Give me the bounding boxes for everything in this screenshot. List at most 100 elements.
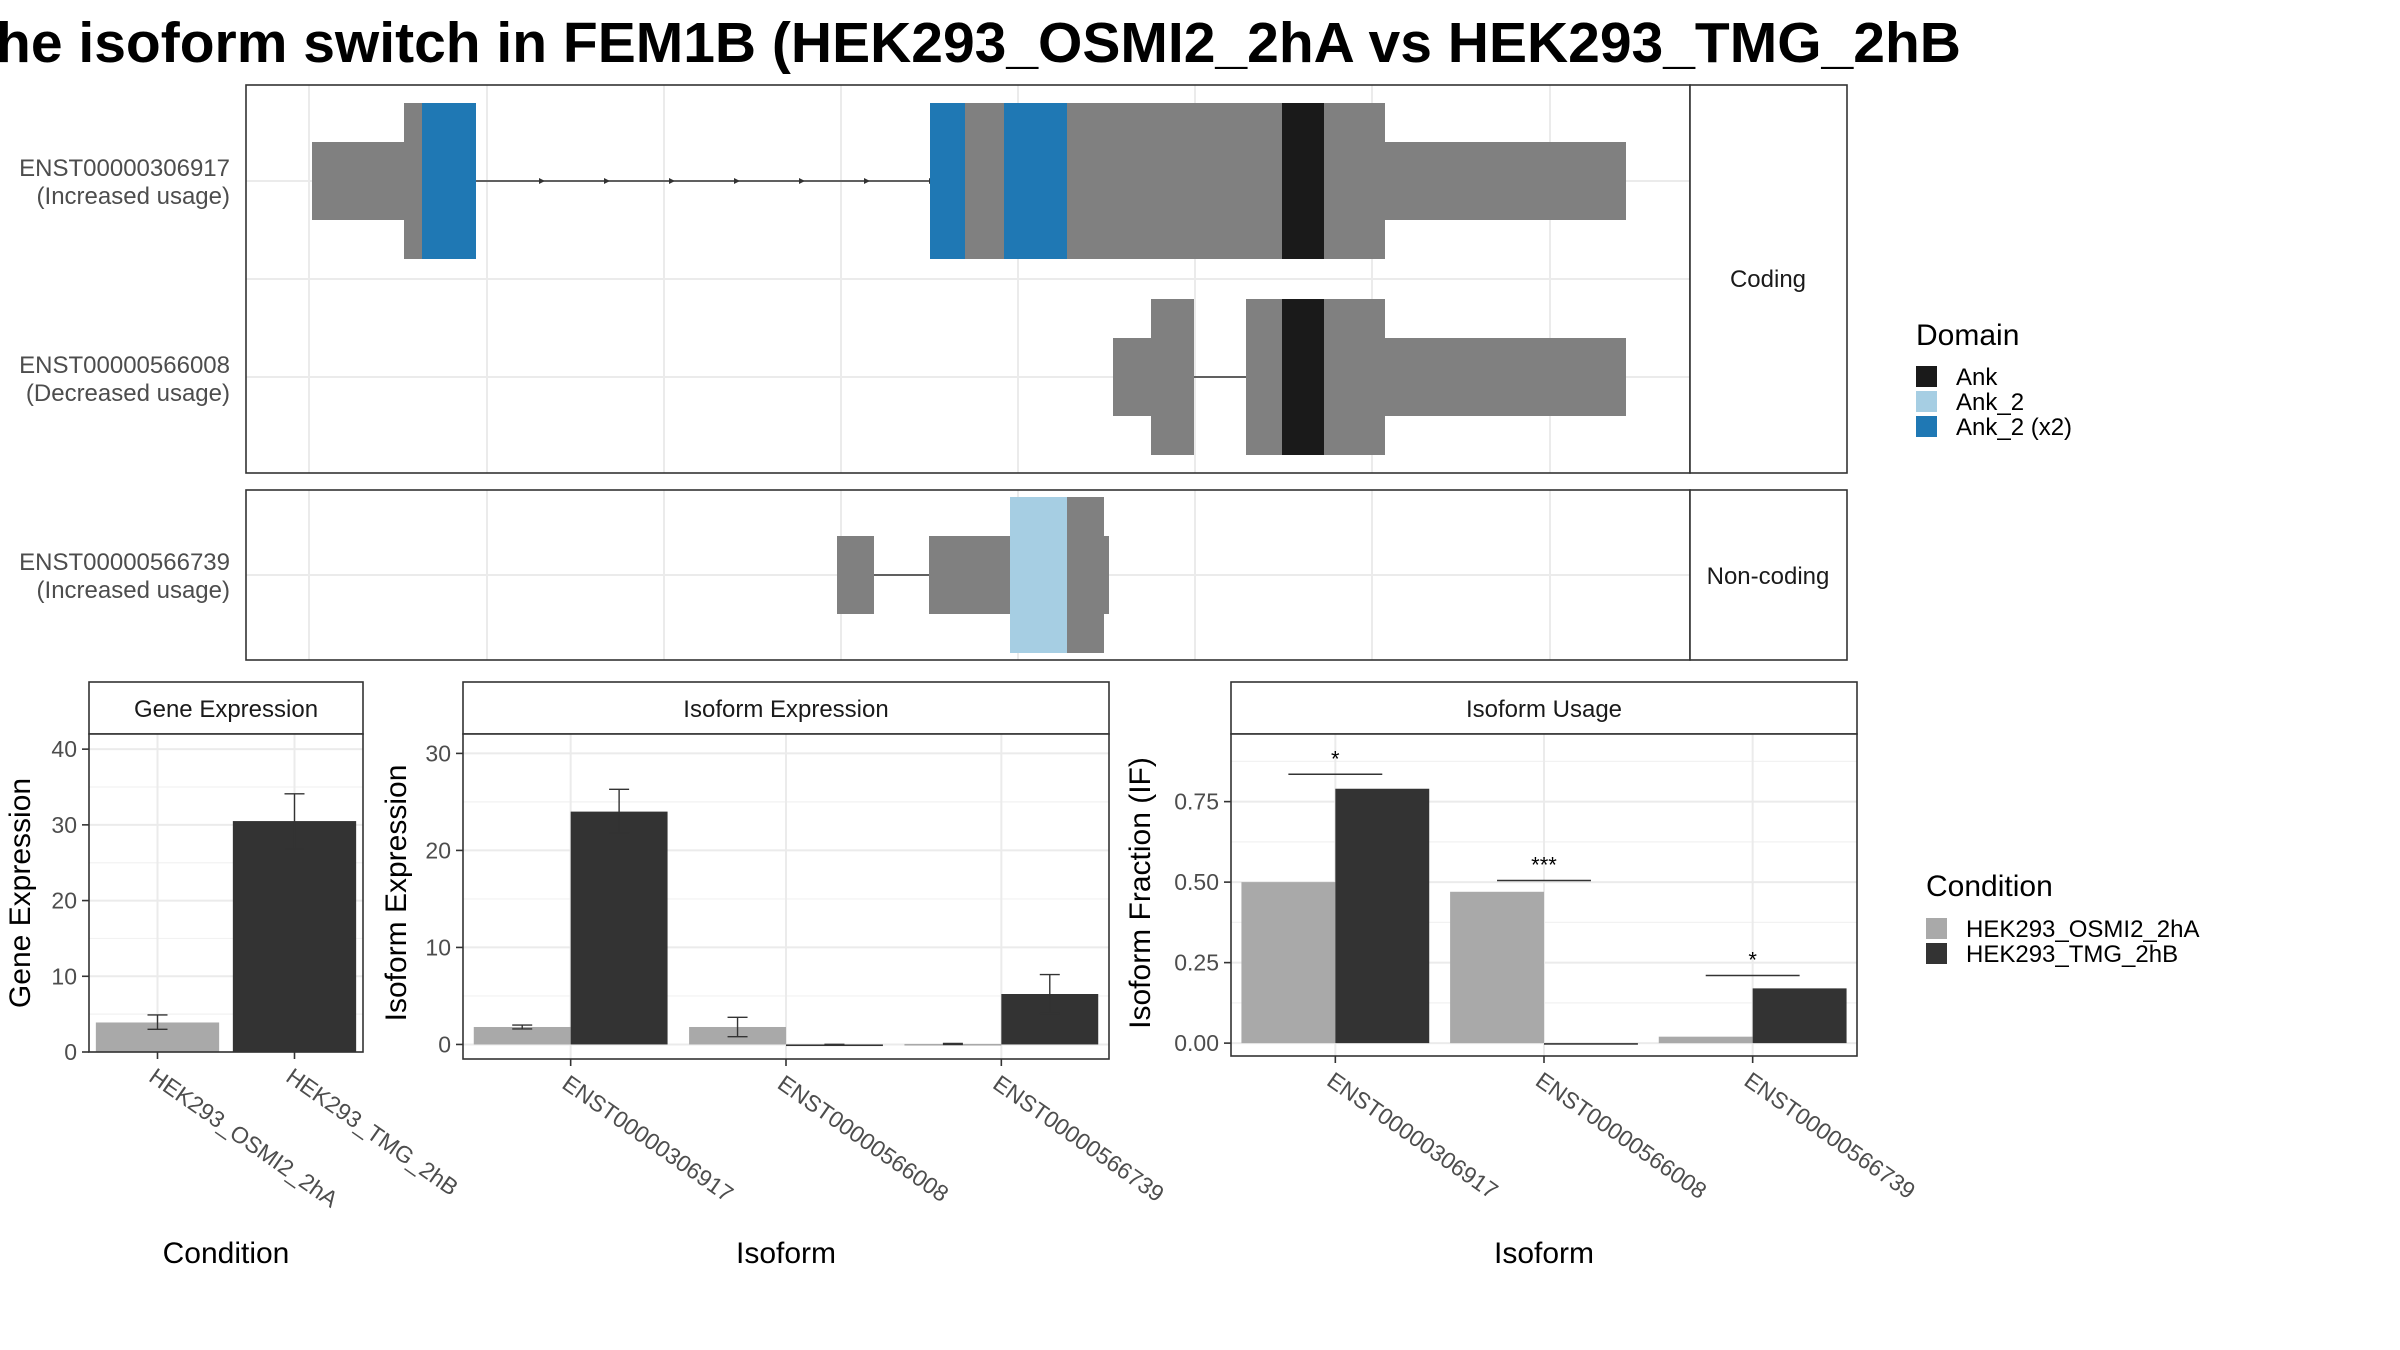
transcript-usage-label: (Increased usage) bbox=[37, 183, 230, 210]
legend-condition-title: Condition bbox=[1926, 870, 2053, 903]
domain-ank-2-x2 bbox=[1004, 103, 1068, 259]
y-tick-label: 0.75 bbox=[1174, 789, 1219, 815]
legend-key-tmg bbox=[1926, 943, 1947, 964]
bars bbox=[95, 793, 357, 1052]
bar-osmi2 bbox=[1658, 1036, 1753, 1044]
utr-exon bbox=[1384, 142, 1626, 220]
x-tick-label: ENST00000566739 bbox=[1740, 1067, 1920, 1204]
y-tick-label: 40 bbox=[51, 736, 77, 762]
legend-condition: Condition HEK293_OSMI2_2hA HEK293_TMG_2h… bbox=[1926, 870, 2199, 968]
legend-domain-title: Domain bbox=[1916, 319, 2019, 352]
transcript-ENST00000566739 bbox=[837, 497, 1109, 653]
legend-key-ank bbox=[1916, 366, 1937, 387]
x-tick-label: ENST00000566008 bbox=[1531, 1067, 1711, 1204]
panel-strip-title: Isoform Usage bbox=[1466, 696, 1622, 723]
exon bbox=[1067, 497, 1104, 653]
x-axis-title: Condition bbox=[163, 1237, 290, 1270]
x-axis-title: Isoform bbox=[1494, 1237, 1594, 1270]
y-axis-title: Gene Expression bbox=[4, 778, 37, 1008]
x-tick-label: ENST00000566008 bbox=[773, 1070, 953, 1207]
legend-key-ank-2-x2 bbox=[1916, 416, 1937, 437]
y-tick-label: 0 bbox=[438, 1031, 451, 1057]
transcript-id-label: ENST00000306917 bbox=[19, 155, 230, 182]
transcript-usage-label: (Decreased usage) bbox=[26, 380, 230, 407]
domain-ank-2-x2 bbox=[930, 103, 966, 259]
y-tick-label: 20 bbox=[425, 837, 451, 863]
transcript-id-label: ENST00000566739 bbox=[19, 549, 230, 576]
transcript-ENST00000306917 bbox=[312, 103, 1626, 259]
domain-ank-2 bbox=[1010, 497, 1068, 653]
plot-border bbox=[88, 733, 364, 1053]
y-tick-label: 30 bbox=[51, 812, 77, 838]
legend-domain: Domain Ank Ank_2 Ank_2 (x2) bbox=[1916, 319, 2072, 441]
transcript-labels-coding: ENST00000306917 (Increased usage) ENST00… bbox=[19, 155, 230, 407]
transcript-usage-label: (Increased usage) bbox=[37, 577, 230, 604]
legend-label-ank: Ank bbox=[1956, 364, 1998, 391]
bar-tmg bbox=[786, 1044, 883, 1047]
panel-strip bbox=[88, 681, 364, 735]
panel-strip-title: Gene Expression bbox=[134, 696, 318, 723]
coding-exon bbox=[1067, 103, 1283, 259]
x-tick-label: ENST00000306917 bbox=[558, 1070, 738, 1207]
exon bbox=[929, 536, 1011, 614]
utr-exon bbox=[312, 142, 406, 220]
legend-key-ank-2 bbox=[1916, 391, 1937, 412]
y-axis-title: Isoform Expression bbox=[380, 765, 413, 1022]
x-tick-label: ENST00000306917 bbox=[1322, 1067, 1502, 1204]
significance-label: * bbox=[1331, 746, 1340, 771]
panel-strip bbox=[1230, 681, 1858, 735]
y-tick-label: 0.25 bbox=[1174, 950, 1219, 976]
coding-exon bbox=[965, 103, 1005, 259]
facet-strip-label: Coding bbox=[1730, 266, 1806, 293]
isoform-expression-panel: Isoform Expression 0 10 20 30 ENST0000030691… bbox=[380, 681, 1169, 1270]
y-tick-label: 10 bbox=[425, 934, 451, 960]
transcript-ENST00000566008 bbox=[1113, 299, 1626, 455]
y-tick-label: 0.00 bbox=[1174, 1030, 1219, 1056]
coding-exon bbox=[1151, 299, 1194, 455]
domain-ank bbox=[1282, 103, 1325, 259]
x-tick-label: ENST00000566739 bbox=[988, 1070, 1168, 1207]
y-tick-label: 0 bbox=[64, 1039, 77, 1065]
transcript-id-label: ENST00000566008 bbox=[19, 352, 230, 379]
facet-strip-noncoding bbox=[1689, 489, 1848, 661]
isoform-usage-panel: Isoform Usage ***** 0.000.250.500.75ENST… bbox=[1124, 681, 1920, 1270]
figure-title: he isoform switch in FEM1B (HEK293_OSMI2… bbox=[0, 11, 1961, 75]
utr-exon bbox=[1113, 338, 1153, 416]
y-tick-label: 30 bbox=[425, 740, 451, 766]
bar-tmg bbox=[1752, 988, 1847, 1044]
panel-strip-title: Isoform Expression bbox=[683, 696, 888, 723]
bar-osmi2 bbox=[473, 1026, 571, 1045]
utr-exon bbox=[1384, 338, 1626, 416]
exon bbox=[1103, 536, 1109, 614]
structure-panel-noncoding: Non-coding bbox=[245, 489, 1848, 661]
coding-exon bbox=[1246, 299, 1283, 455]
bar-tmg bbox=[570, 811, 668, 1045]
bars bbox=[473, 788, 1099, 1047]
y-axis-title: Isoform Fraction (IF) bbox=[1124, 757, 1157, 1029]
legend-label-osmi2: HEK293_OSMI2_2hA bbox=[1966, 916, 2199, 943]
bar-tmg bbox=[232, 821, 357, 1052]
bar-osmi2 bbox=[1450, 891, 1544, 1044]
domain-ank-2-x2 bbox=[422, 103, 476, 259]
y-tick-label: 20 bbox=[51, 888, 77, 914]
facet-strip-coding bbox=[1689, 84, 1848, 474]
coding-exon bbox=[1324, 299, 1385, 455]
significance-label: * bbox=[1748, 948, 1757, 973]
legend-label-ank-2: Ank_2 bbox=[1956, 389, 2024, 416]
coding-exon bbox=[1324, 103, 1385, 259]
legend-label-tmg: HEK293_TMG_2hB bbox=[1966, 941, 2178, 968]
legend-label-ank-2-x2: Ank_2 (x2) bbox=[1956, 414, 2072, 441]
significance-label: *** bbox=[1531, 853, 1557, 878]
coding-exon bbox=[404, 103, 424, 259]
exon bbox=[837, 536, 874, 614]
y-tick-label: 0.50 bbox=[1174, 869, 1219, 895]
bar-tmg bbox=[1544, 1043, 1638, 1045]
legend-key-osmi2 bbox=[1926, 918, 1947, 939]
domain-ank bbox=[1282, 299, 1325, 455]
transcript-labels-noncoding: ENST00000566739 (Increased usage) bbox=[19, 549, 230, 604]
facet-strip-label: Non-coding bbox=[1707, 563, 1830, 590]
bars: ***** bbox=[1241, 746, 1847, 1045]
bar-tmg bbox=[1335, 788, 1430, 1044]
bar-osmi2 bbox=[1241, 882, 1336, 1044]
